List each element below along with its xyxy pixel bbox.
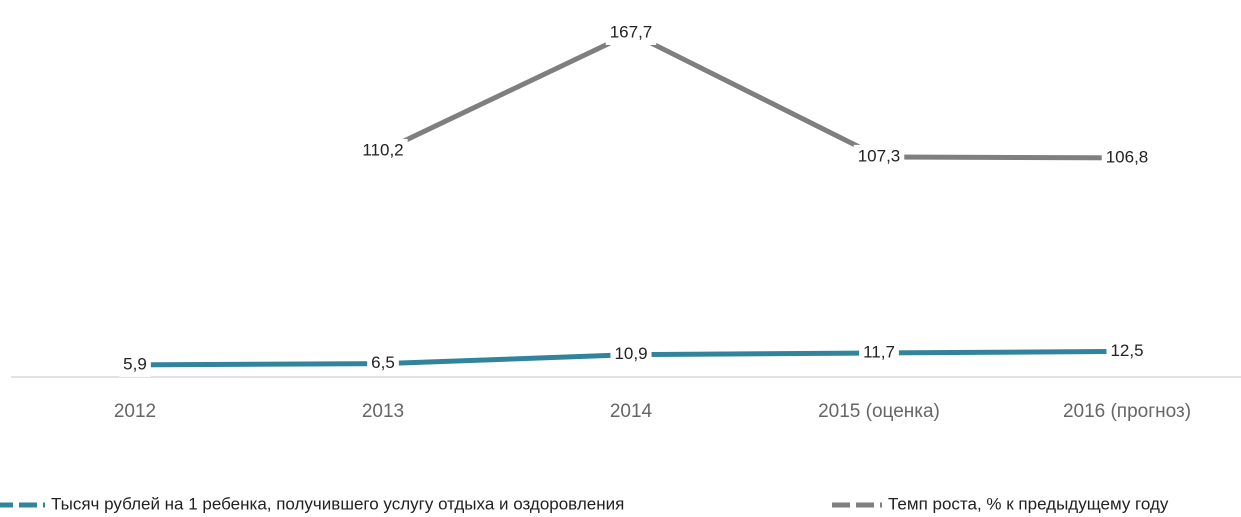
x-tick-label: 2014	[610, 401, 653, 422]
data-label: 106,8	[1106, 147, 1149, 166]
label-background	[1106, 339, 1148, 364]
label-background	[605, 21, 657, 45]
label-background	[358, 138, 408, 163]
label-background	[1101, 145, 1153, 170]
data-label: 11,7	[863, 342, 895, 361]
x-tick-label: 2013	[362, 401, 404, 422]
x-tick-label: 2012	[114, 401, 156, 422]
legend-label: Тысяч рублей на 1 ребенка, получившего у…	[51, 494, 624, 513]
x-tick-label: 2015 (оценка)	[818, 401, 940, 422]
legend-label: Темп роста, % к предыдущему году	[888, 494, 1169, 513]
data-label: 110,2	[362, 140, 403, 159]
series-line	[381, 30, 1128, 161]
data-label: 6,5	[371, 353, 395, 372]
data-label: 167,7	[610, 22, 653, 41]
label-background	[853, 144, 905, 169]
data-label: 12,5	[1110, 341, 1143, 360]
label-background	[859, 341, 899, 365]
x-tick-label: 2016 (прогноз)	[1063, 401, 1191, 422]
label-background	[119, 352, 151, 377]
data-label: 107,3	[858, 146, 901, 165]
data-label: 5,9	[123, 354, 147, 373]
data-label: 10,9	[614, 344, 647, 363]
label-background	[367, 351, 399, 376]
label-background	[610, 342, 652, 367]
